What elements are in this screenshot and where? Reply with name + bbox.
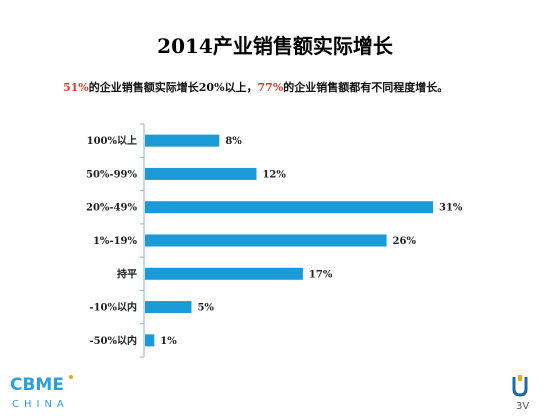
value-label: 31%: [439, 203, 463, 214]
cbme-logo: CBME CHINA: [10, 375, 73, 410]
bar: [145, 301, 192, 314]
category-label: 100%以上: [87, 134, 137, 147]
bar: [145, 267, 303, 280]
bar: [145, 167, 257, 180]
category-label: -50%以内: [89, 334, 137, 347]
subtitle-pct-2: 77%: [257, 81, 284, 94]
bar: [145, 201, 433, 214]
value-label: 12%: [262, 169, 286, 180]
value-label: 26%: [393, 236, 417, 247]
value-label: 17%: [309, 269, 333, 280]
value-label: 5%: [197, 303, 214, 314]
page-title: 2014产业销售额实际增长: [157, 34, 393, 58]
bar: [145, 334, 155, 347]
bar: [145, 134, 220, 147]
category-label: 50%-99%: [86, 169, 137, 180]
value-label: 8%: [225, 136, 242, 147]
value-label: 1%: [160, 336, 177, 347]
category-label: 1%-19%: [93, 236, 138, 247]
subtitle-text-2: 的企业销售额都有不同程度增长。: [283, 81, 449, 94]
category-label: -10%以内: [89, 301, 137, 314]
cbme-logo-wordmark: CBME: [10, 375, 64, 395]
category-label: 持平: [117, 267, 137, 280]
subtitle-text-1: 的企业销售额实际增长20%以上，: [88, 81, 258, 94]
corner-logo-text: 3V: [516, 401, 529, 412]
subtitle: 51%的企业销售额实际增长20%以上，77%的企业销售额都有不同程度增长。: [63, 79, 448, 95]
corner-logo: 3V: [512, 375, 529, 412]
subtitle-pct-1: 51%: [63, 81, 89, 94]
cbme-logo-china: CHINA: [12, 399, 69, 410]
category-label: 20%-49%: [86, 203, 137, 214]
bar: [145, 234, 387, 247]
